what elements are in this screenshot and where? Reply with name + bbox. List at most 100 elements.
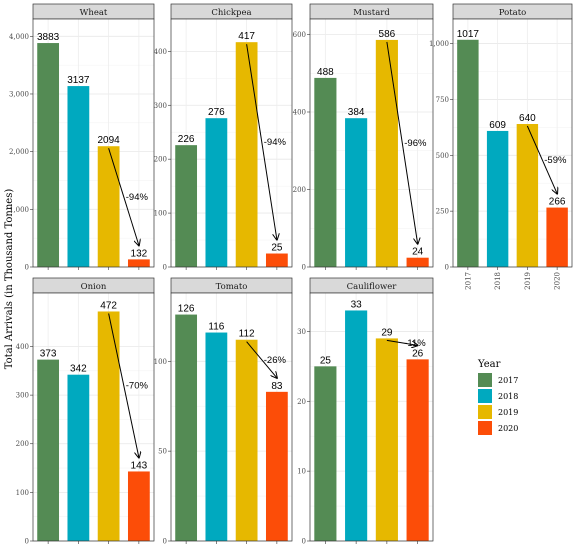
- y-tick-label: 2,000: [9, 148, 29, 156]
- bar-2019: [516, 124, 539, 268]
- y-tick-label: 100: [154, 210, 167, 218]
- bar-value-label: 126: [178, 304, 195, 315]
- bar-value-label: 640: [519, 113, 536, 124]
- legend-swatch: [478, 405, 492, 419]
- legend-swatch: [478, 421, 492, 435]
- bar-value-label: 83: [271, 381, 283, 392]
- bar-value-label: 276: [208, 107, 225, 118]
- bar-value-label: 26: [412, 348, 424, 359]
- y-tick-label: 1,000: [429, 40, 449, 48]
- y-tick-label: 400: [154, 48, 167, 56]
- panel-tomato: Tomato 0 50 100 126 116 112 83 -26%: [154, 277, 293, 544]
- bar-2017: [314, 366, 337, 541]
- panel-border: [32, 292, 155, 542]
- bar-value-label: 116: [208, 322, 224, 333]
- x-tick-label: 2020: [554, 272, 562, 290]
- legend-title: Year: [477, 359, 501, 370]
- percent-change-label: -94%: [264, 137, 287, 148]
- bar-2017: [37, 359, 60, 541]
- bar-value-label: 342: [70, 364, 87, 375]
- panel-onion: Onion 0 100 200 300 400 373 342 472 143 -70%: [16, 277, 155, 544]
- bar-value-label: 586: [379, 29, 396, 40]
- bar-value-label: 384: [348, 107, 365, 118]
- y-tick-label: 100: [16, 489, 29, 497]
- bar-2018: [486, 130, 509, 267]
- legend-items: 2017 2018 2019 2020: [478, 373, 518, 435]
- bar-value-label: 143: [131, 460, 148, 471]
- bar-value-label: 226: [178, 134, 195, 145]
- y-tick-label: 0: [445, 264, 449, 272]
- bar-2018: [345, 310, 368, 541]
- bar-2018: [345, 118, 368, 267]
- panel-mustard: Mustard 0 200 400 600 488 384 586 24 -96%: [293, 3, 434, 272]
- bar-2020: [265, 391, 288, 541]
- change-arrow: [108, 313, 139, 457]
- bar-2017: [175, 314, 198, 541]
- facet-panels: Wheat 0 1,000 2,000 3,000 4,000 3883 3137 2094 13…: [9, 3, 573, 544]
- y-tick-label: 10: [297, 468, 306, 476]
- facet-strip-label: Potato: [499, 8, 527, 18]
- y-tick-label: 600: [293, 31, 306, 39]
- bar-value-label: 3137: [67, 75, 90, 86]
- y-tick-label: 30: [297, 328, 306, 336]
- bar-value-label: 29: [381, 327, 393, 338]
- bar-value-label: 373: [40, 349, 57, 360]
- y-tick-label: 3,000: [9, 90, 29, 98]
- panel-cauliflower: Cauliflower 0 10 20 30 25 33 29 26-11%: [297, 277, 434, 544]
- y-tick-label: 0: [302, 264, 306, 272]
- y-tick-label: 200: [293, 186, 306, 194]
- y-tick-label: 0: [25, 538, 29, 544]
- facet-strip-label: Tomato: [216, 282, 248, 292]
- y-tick-label: 300: [154, 102, 167, 110]
- panel-border: [32, 18, 155, 268]
- bar-2018: [67, 86, 90, 267]
- bar-2020: [406, 257, 429, 267]
- percent-change-label: -70%: [126, 380, 149, 391]
- bar-value-label: 33: [351, 299, 363, 310]
- percent-change-label: -96%: [404, 138, 427, 149]
- bar-2020: [406, 359, 429, 541]
- bar-value-label: 609: [489, 120, 506, 131]
- y-tick-label: 300: [16, 392, 29, 400]
- x-tick-label: 2017: [464, 272, 472, 290]
- y-tick-label: 200: [154, 156, 167, 164]
- legend-swatch: [478, 373, 492, 387]
- bar-value-label: 132: [131, 248, 148, 259]
- legend-swatch: [478, 389, 492, 403]
- y-tick-label: 400: [293, 109, 306, 117]
- bar-2018: [67, 374, 90, 541]
- bar-2020: [265, 253, 288, 267]
- legend-label: 2019: [498, 408, 518, 417]
- bar-2017: [37, 43, 60, 267]
- percent-change-label: -59%: [544, 155, 567, 166]
- y-axis-title: Total Arrivals (in Thousand Tonnes): [4, 189, 15, 370]
- bar-2018: [205, 118, 228, 267]
- panel-border: [170, 18, 293, 268]
- percent-change-label: -94%: [126, 192, 149, 203]
- panel-border: [309, 18, 434, 268]
- y-tick-label: 0: [163, 264, 167, 272]
- x-tick-label: 2018: [494, 272, 502, 290]
- bar-2017: [457, 39, 479, 267]
- bar-2017: [314, 77, 337, 268]
- y-tick-label: 400: [16, 343, 29, 351]
- legend-label: 2020: [498, 424, 518, 433]
- bar-2019: [375, 338, 398, 541]
- percent-change-label: -11%: [404, 338, 426, 349]
- change-arrow: [246, 341, 277, 378]
- bar-2019: [235, 339, 258, 541]
- bar-value-label: 488: [317, 67, 334, 78]
- change-arrow: [386, 41, 418, 244]
- bar-2019: [375, 39, 398, 267]
- change-arrow: [108, 148, 139, 245]
- bar-2020: [127, 259, 150, 267]
- panel-wheat: Wheat 0 1,000 2,000 3,000 4,000 3883 3137 2094 13…: [9, 3, 155, 272]
- y-tick-label: 0: [25, 264, 29, 272]
- bar-value-label: 266: [549, 197, 566, 208]
- panel-potato: Potato 0 250 500 750 1,000 1017 609 640 266 -59% 20…: [429, 3, 573, 290]
- legend-label: 2017: [498, 376, 518, 385]
- bar-2019: [97, 146, 120, 267]
- panel-chickpea: Chickpea 0 100 200 300 400 226 276 417 25 -94%: [154, 3, 293, 272]
- y-tick-label: 4,000: [9, 33, 29, 41]
